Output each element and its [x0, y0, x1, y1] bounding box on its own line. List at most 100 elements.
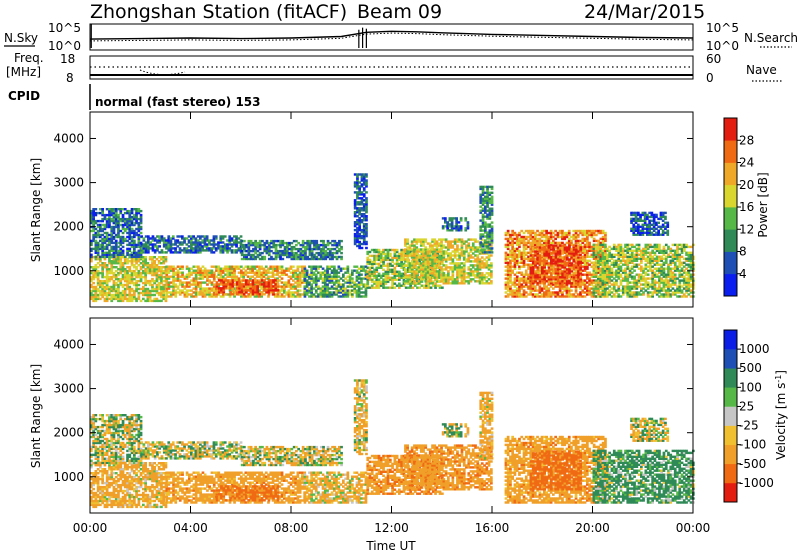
- power-cell: [407, 248, 410, 252]
- power-cell: [576, 263, 580, 266]
- power-cell: [406, 240, 409, 243]
- power-cell: [333, 281, 336, 284]
- power-cell: [301, 279, 304, 282]
- power-cell: [286, 251, 289, 255]
- power-cell: [435, 264, 439, 267]
- power-cell: [561, 229, 564, 233]
- power-cell: [446, 225, 449, 228]
- power-cell: [330, 271, 334, 274]
- power-cell: [572, 285, 576, 288]
- power-cell: [110, 225, 114, 229]
- power-cell: [263, 289, 266, 292]
- power-cell: [94, 211, 98, 215]
- power-cell: [456, 280, 459, 283]
- power-cell: [267, 275, 270, 278]
- power-cell: [305, 293, 309, 296]
- power-cell: [92, 233, 95, 237]
- power-cell: [379, 280, 383, 283]
- power-cell: [176, 273, 180, 276]
- power-cell: [181, 265, 184, 268]
- power-cell: [543, 243, 546, 247]
- power-cell: [518, 283, 521, 286]
- power-cell: [244, 269, 248, 272]
- power-cell: [126, 221, 129, 225]
- power-cell: [251, 281, 255, 284]
- power-cell: [520, 253, 524, 256]
- power-cell: [110, 227, 114, 231]
- power-cell: [274, 249, 278, 253]
- power-cell: [366, 250, 370, 254]
- power-cell: [522, 261, 526, 264]
- power-cell: [428, 246, 432, 249]
- power-cell: [422, 240, 425, 243]
- power-cell: [402, 278, 406, 281]
- power-cell: [391, 286, 394, 289]
- power-cell: [337, 283, 341, 286]
- power-cell: [151, 239, 155, 242]
- power-cell: [540, 251, 544, 254]
- power-cell: [574, 291, 578, 294]
- power-cell: [561, 285, 564, 288]
- power-cell: [146, 262, 150, 265]
- power-cell: [337, 291, 341, 294]
- power-cell: [586, 277, 589, 280]
- power-cell: [590, 291, 594, 294]
- power-cell: [276, 243, 280, 247]
- power-cell: [413, 272, 416, 275]
- power-cell: [171, 243, 175, 246]
- power-cell: [103, 256, 107, 259]
- power-cell: [148, 271, 152, 275]
- power-cell: [140, 235, 143, 238]
- power-cell: [206, 291, 209, 294]
- power-cell: [398, 282, 401, 285]
- power-cell: [174, 279, 178, 282]
- power-cell: [242, 287, 246, 290]
- power-cell: [319, 291, 323, 294]
- power-cell: [434, 282, 437, 285]
- power-cell: [471, 264, 475, 267]
- power-cell: [536, 229, 539, 233]
- power-cell: [210, 251, 213, 254]
- power-cell: [292, 293, 295, 296]
- power-cell: [228, 235, 232, 238]
- power-cell: [314, 295, 318, 298]
- power-cell: [413, 246, 416, 249]
- power-cell: [276, 251, 280, 255]
- power-cell: [278, 271, 282, 274]
- power-cell: [524, 257, 528, 260]
- power-cell: [172, 269, 175, 272]
- power-cell: [130, 243, 134, 247]
- power-cell: [178, 289, 182, 292]
- power-cell: [256, 285, 259, 288]
- power-cell: [133, 277, 136, 281]
- power-cell: [504, 253, 508, 256]
- power-cell: [579, 253, 582, 256]
- power-cell: [425, 278, 428, 281]
- power-cell: [549, 245, 553, 249]
- power-cell: [451, 278, 455, 281]
- power-cell: [441, 272, 444, 275]
- power-cell: [101, 247, 104, 251]
- power-cell: [212, 285, 216, 288]
- power-cell: [196, 247, 200, 250]
- power-cell: [413, 282, 416, 285]
- power-cell: [583, 247, 587, 251]
- power-cell: [599, 241, 603, 245]
- power-cell: [188, 281, 191, 284]
- power-cell: [90, 295, 93, 299]
- power-cell: [128, 269, 132, 273]
- power-cell: [574, 239, 578, 243]
- power-cell: [588, 229, 591, 233]
- power-cell: [432, 254, 435, 258]
- power-cell: [169, 275, 173, 278]
- power-cell: [231, 277, 234, 280]
- power-cell: [547, 289, 551, 292]
- power-cell: [185, 291, 189, 294]
- power-cell: [467, 244, 471, 247]
- power-cell: [490, 282, 493, 285]
- power-cell: [267, 281, 271, 284]
- power-cell: [162, 237, 166, 240]
- power-cell: [261, 243, 264, 247]
- power-cell: [90, 285, 93, 289]
- power-cell: [167, 283, 171, 286]
